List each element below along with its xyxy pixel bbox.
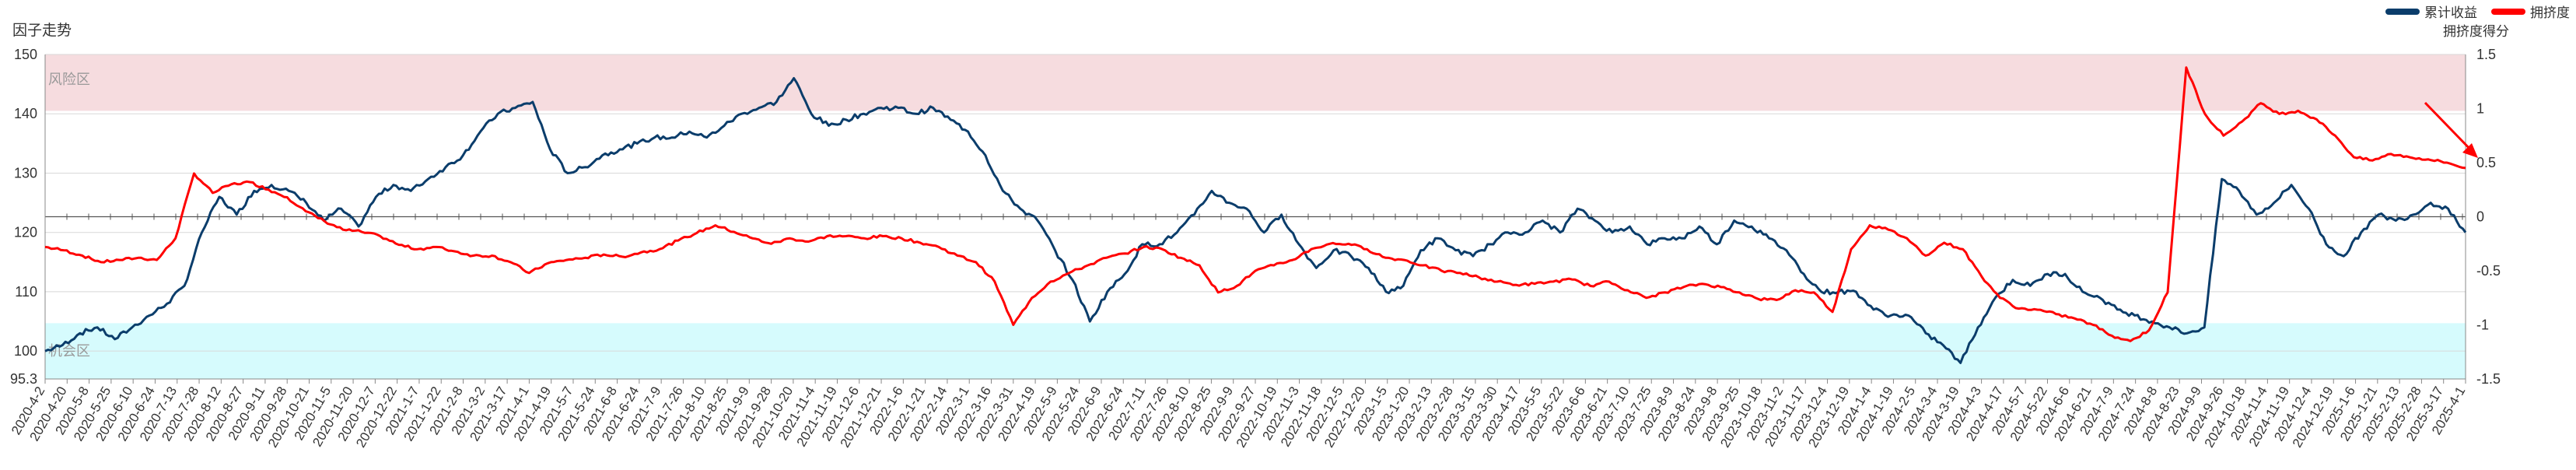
left-tick-label: 110	[15, 284, 37, 300]
legend-swatch-crowding	[2491, 8, 2525, 15]
left-tick-label: 150	[14, 47, 37, 62]
left-tick-label: 130	[14, 165, 37, 181]
legend-label-cumulative-return: 累计收益	[2424, 5, 2477, 20]
arrow-shaft	[2424, 101, 2475, 154]
arrow-head	[2462, 143, 2478, 158]
x-axis: 2020-4-22020-4-202020-5-82020-5-252020-6…	[9, 379, 2468, 450]
right-tick-label: 1.5	[2476, 47, 2496, 62]
series-line-cumulative-return	[44, 77, 2467, 364]
legend-swatch-cumulative-return	[2385, 8, 2420, 15]
left-tick-label: 95.3	[10, 371, 37, 387]
legend-item-cumulative-return[interactable]: 累计收益	[2385, 2, 2477, 21]
left-tick-label: 100	[14, 343, 37, 359]
left-tick-label: 120	[14, 225, 37, 240]
left-axis: 95.3 100 110 120 130 140 150	[10, 47, 37, 387]
legend: 累计收益 拥挤度	[2385, 2, 2570, 21]
legend-label-crowding: 拥挤度	[2530, 5, 2570, 20]
right-tick-label: -1.5	[2476, 371, 2501, 387]
opportunity-zone-label: 机会区	[48, 343, 90, 359]
risk-zone-label: 风险区	[48, 72, 90, 87]
right-tick-label: -1	[2476, 317, 2489, 333]
grid-lines	[44, 54, 2466, 380]
risk-zone	[45, 54, 2466, 111]
legend-item-crowding[interactable]: 拥挤度	[2491, 2, 2570, 21]
right-axis-title: 拥挤度得分	[2443, 24, 2509, 39]
arrow-annotation	[2424, 101, 2478, 158]
right-tick-label: -0.5	[2476, 263, 2501, 279]
right-tick-label: 0.5	[2476, 155, 2496, 170]
right-axis: 1.5 1 0.5 0 -0.5 -1 -1.5	[2476, 47, 2501, 387]
right-tick-label: 1	[2476, 101, 2484, 117]
series-line-crowding	[44, 66, 2466, 342]
left-tick-label: 140	[14, 106, 37, 121]
right-tick-label: 0	[2476, 209, 2484, 225]
chart-title: 因子走势	[12, 23, 72, 39]
